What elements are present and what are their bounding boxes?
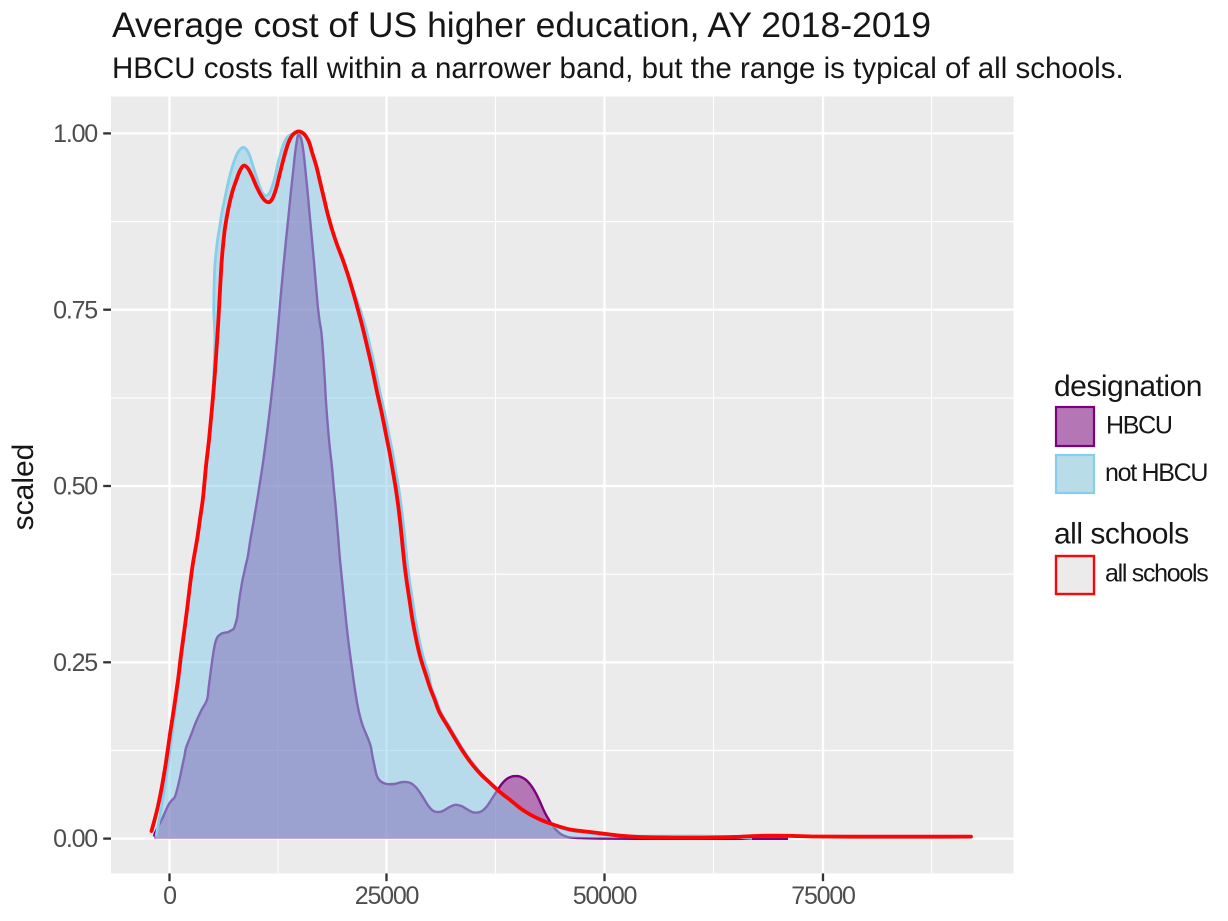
svg-text:HBCU: HBCU bbox=[1106, 412, 1172, 440]
svg-text:all schools: all schools bbox=[1054, 518, 1189, 551]
svg-text:designation: designation bbox=[1054, 370, 1202, 403]
svg-text:25000: 25000 bbox=[355, 882, 419, 910]
svg-text:HBCU costs fall within a narro: HBCU costs fall within a narrower band, … bbox=[112, 52, 1124, 85]
svg-text:1.00: 1.00 bbox=[53, 120, 97, 148]
svg-text:0.00: 0.00 bbox=[53, 825, 97, 853]
svg-text:50000: 50000 bbox=[573, 882, 637, 910]
svg-text:all schools: all schools bbox=[1105, 560, 1208, 588]
svg-text:0.50: 0.50 bbox=[53, 473, 97, 501]
svg-text:Average cost of US higher educ: Average cost of US higher education, AY … bbox=[112, 5, 931, 45]
svg-text:0.75: 0.75 bbox=[53, 296, 97, 324]
svg-text:0.25: 0.25 bbox=[53, 649, 97, 677]
svg-text:not HBCU: not HBCU bbox=[1105, 459, 1207, 487]
svg-text:scaled: scaled bbox=[7, 444, 40, 531]
svg-text:0: 0 bbox=[163, 882, 176, 910]
svg-text:75000: 75000 bbox=[791, 882, 855, 910]
